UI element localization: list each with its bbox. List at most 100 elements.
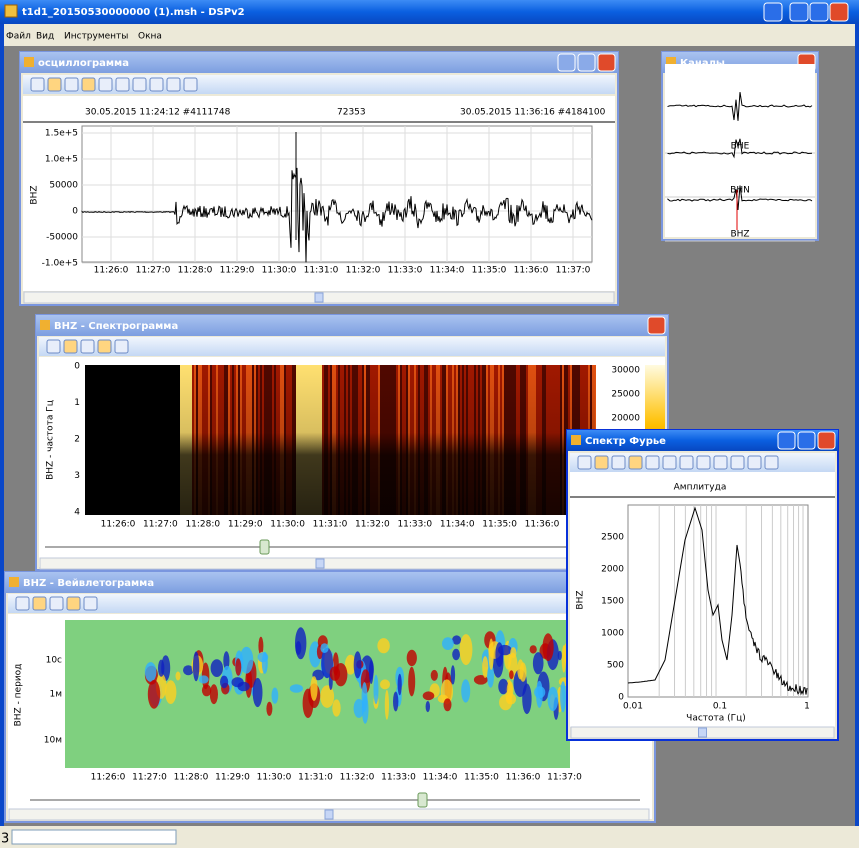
wavelet-blob: [145, 662, 157, 682]
toolbar-button[interactable]: [84, 597, 97, 610]
toolbar-button[interactable]: [150, 78, 163, 91]
toolbar-button[interactable]: [595, 456, 608, 469]
y-tick-label: -50000: [46, 233, 78, 243]
toolbar-button[interactable]: [578, 456, 591, 469]
toolbar-button[interactable]: [99, 78, 112, 91]
toolbar-button[interactable]: [612, 456, 625, 469]
x-tick-label: 11:28:0: [185, 520, 220, 530]
x-tick-label: 11:30:0: [262, 266, 297, 276]
toolbar-button[interactable]: [31, 78, 44, 91]
wavelet-blob: [295, 627, 306, 659]
toolbar-button[interactable]: [16, 597, 29, 610]
toolbar-button[interactable]: [748, 456, 761, 469]
window-title: BHZ - Спектрограмма: [54, 321, 178, 332]
toolbar-button[interactable]: [714, 456, 727, 469]
scroll-thumb[interactable]: [315, 293, 323, 302]
x-tick-label: 11:35:0: [482, 520, 517, 530]
close-button[interactable]: [818, 432, 835, 449]
restore-button[interactable]: [764, 3, 782, 21]
x-tick-label: 1: [804, 702, 810, 712]
y-tick-label: 1500: [601, 597, 624, 607]
wavelet-blob: [320, 685, 334, 708]
toolbar-button[interactable]: [47, 340, 60, 353]
y-tick-label: 500: [607, 661, 624, 671]
window-title: осциллограмма: [38, 58, 129, 69]
toolbar-button[interactable]: [64, 340, 77, 353]
close-button[interactable]: [648, 317, 665, 334]
x-tick-label: 11:32:0: [346, 266, 381, 276]
wavelet-blob: [210, 684, 218, 704]
toolbar-button[interactable]: [48, 78, 61, 91]
toolbar-button[interactable]: [65, 78, 78, 91]
x-tick-label: 11:27:0: [136, 266, 171, 276]
minimize-button[interactable]: [558, 54, 575, 71]
x-tick-label: 11:31:0: [298, 773, 333, 783]
slider-thumb[interactable]: [418, 793, 427, 807]
toolbar-button[interactable]: [167, 78, 180, 91]
x-tick-label: 11:26:0: [94, 266, 129, 276]
toolbar-button[interactable]: [731, 456, 744, 469]
channel-name[interactable]: BHZ: [730, 230, 749, 240]
toolbar-button[interactable]: [50, 597, 63, 610]
y-tick-label: 3: [74, 471, 80, 481]
close-button[interactable]: [830, 3, 848, 21]
menu-item[interactable]: Инструменты: [64, 32, 128, 42]
wavelet-blob: [495, 642, 503, 667]
y-tick-label: 50000: [49, 181, 78, 191]
maximize-button[interactable]: [810, 3, 828, 21]
menu-item[interactable]: Вид: [36, 32, 54, 42]
toolbar-button[interactable]: [116, 78, 129, 91]
wavelet-blob: [558, 651, 562, 661]
wavelet-blob: [253, 678, 263, 707]
maximize-button[interactable]: [578, 54, 595, 71]
toolbar-button[interactable]: [680, 456, 693, 469]
x-tick-label: 11:28:0: [174, 773, 209, 783]
wavelet-blob: [193, 652, 199, 682]
toolbar-button[interactable]: [646, 456, 659, 469]
wavelet-blob: [199, 675, 209, 683]
scroll-thumb[interactable]: [316, 559, 324, 568]
wavelet-blob: [509, 670, 514, 679]
status-field: [12, 830, 176, 844]
header-left: 30.05.2015 11:24:12 #4111748: [85, 108, 231, 118]
y-tick-label: 1.0e+5: [45, 155, 78, 165]
x-tick-label: 11:32:0: [340, 773, 375, 783]
y-tick-label: 10с: [46, 656, 62, 666]
slider-thumb[interactable]: [260, 540, 269, 554]
wavelet-blob: [510, 647, 516, 658]
toolbar-button[interactable]: [115, 340, 128, 353]
toolbar-button[interactable]: [33, 597, 46, 610]
scroll-thumb[interactable]: [325, 810, 333, 819]
toolbar-button[interactable]: [67, 597, 80, 610]
x-tick-label: 11:35:0: [472, 266, 507, 276]
wavelet-blob: [240, 647, 254, 674]
toolbar-button[interactable]: [98, 340, 111, 353]
menu-item[interactable]: Файл: [6, 32, 31, 42]
toolbar-button[interactable]: [81, 340, 94, 353]
header: Амплитуда: [674, 483, 727, 493]
x-tick-label: 0.1: [713, 702, 727, 712]
wavelet-blob: [272, 688, 279, 704]
wavelet-blob: [408, 667, 415, 697]
wavelet-blob: [423, 691, 435, 700]
toolbar-button[interactable]: [765, 456, 778, 469]
minimize-button[interactable]: [778, 432, 795, 449]
x-tick-label: 11:35:0: [464, 773, 499, 783]
toolbar-button[interactable]: [663, 456, 676, 469]
toolbar-button[interactable]: [184, 78, 197, 91]
toolbar-button[interactable]: [697, 456, 710, 469]
main-buttons[interactable]: [764, 3, 848, 21]
wavelet-blob: [202, 685, 211, 697]
header-right: 30.05.2015 11:36:16 #4184100: [460, 108, 606, 118]
minimize-button[interactable]: [790, 3, 808, 21]
toolbar-button[interactable]: [82, 78, 95, 91]
close-button[interactable]: [598, 54, 615, 71]
wavelet-blob: [520, 662, 527, 681]
toolbar-button[interactable]: [133, 78, 146, 91]
maximize-button[interactable]: [798, 432, 815, 449]
y-tick-label: 1: [74, 398, 80, 408]
scroll-thumb[interactable]: [699, 728, 707, 737]
toolbar-button[interactable]: [629, 456, 642, 469]
page: 3 t1d1_20150530000000 (1).msh - DSPv2 Фа…: [0, 0, 859, 848]
menu-item[interactable]: Окна: [138, 32, 162, 42]
